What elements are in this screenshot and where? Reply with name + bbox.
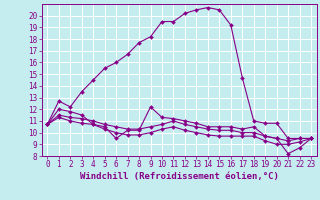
X-axis label: Windchill (Refroidissement éolien,°C): Windchill (Refroidissement éolien,°C) [80,172,279,181]
